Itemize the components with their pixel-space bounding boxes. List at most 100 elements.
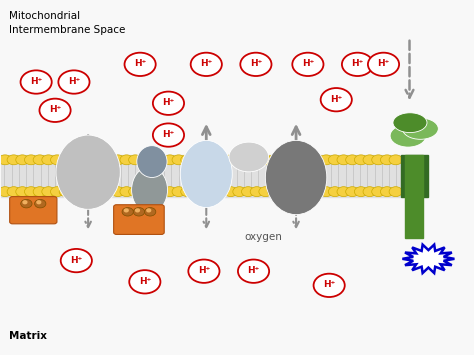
Circle shape bbox=[35, 200, 46, 208]
Text: H⁺: H⁺ bbox=[139, 277, 151, 286]
Bar bbox=[401, 154, 428, 197]
Text: H⁺: H⁺ bbox=[250, 60, 262, 69]
Circle shape bbox=[85, 155, 99, 165]
Circle shape bbox=[136, 209, 139, 212]
Circle shape bbox=[59, 155, 73, 165]
Text: H⁺: H⁺ bbox=[70, 256, 82, 265]
Circle shape bbox=[164, 187, 177, 197]
Circle shape bbox=[337, 155, 350, 165]
Text: H⁺: H⁺ bbox=[198, 266, 210, 275]
Text: Matrix: Matrix bbox=[9, 331, 47, 341]
Circle shape bbox=[293, 155, 307, 165]
Circle shape bbox=[285, 155, 298, 165]
Circle shape bbox=[137, 187, 151, 197]
Circle shape bbox=[124, 209, 128, 212]
Circle shape bbox=[20, 70, 52, 94]
Circle shape bbox=[155, 187, 168, 197]
Circle shape bbox=[129, 270, 160, 294]
Circle shape bbox=[389, 187, 402, 197]
Bar bbox=[0, 154, 400, 197]
Circle shape bbox=[292, 53, 323, 76]
Circle shape bbox=[59, 187, 73, 197]
Circle shape bbox=[346, 155, 359, 165]
Polygon shape bbox=[402, 245, 455, 273]
Text: H⁺: H⁺ bbox=[200, 60, 212, 69]
Circle shape bbox=[320, 88, 352, 111]
Circle shape bbox=[342, 53, 373, 76]
Circle shape bbox=[285, 187, 298, 197]
Text: H⁺: H⁺ bbox=[134, 60, 146, 69]
Circle shape bbox=[21, 200, 32, 208]
Circle shape bbox=[311, 155, 324, 165]
Circle shape bbox=[133, 208, 145, 216]
Bar bbox=[405, 154, 423, 237]
Circle shape bbox=[164, 155, 177, 165]
Circle shape bbox=[198, 155, 211, 165]
Text: H⁺: H⁺ bbox=[351, 60, 364, 69]
Circle shape bbox=[16, 155, 29, 165]
Circle shape bbox=[102, 187, 116, 197]
Circle shape bbox=[302, 187, 316, 197]
Text: H⁺: H⁺ bbox=[302, 60, 314, 69]
Circle shape bbox=[77, 187, 90, 197]
FancyBboxPatch shape bbox=[114, 205, 164, 234]
Circle shape bbox=[172, 187, 185, 197]
Circle shape bbox=[337, 187, 350, 197]
Circle shape bbox=[37, 201, 41, 204]
Circle shape bbox=[181, 187, 194, 197]
Circle shape bbox=[242, 155, 255, 165]
Circle shape bbox=[250, 187, 264, 197]
Circle shape bbox=[0, 187, 12, 197]
Circle shape bbox=[188, 260, 219, 283]
Circle shape bbox=[7, 155, 20, 165]
Circle shape bbox=[363, 187, 376, 197]
Text: H⁺: H⁺ bbox=[330, 95, 342, 104]
Text: H⁺: H⁺ bbox=[49, 105, 61, 114]
Circle shape bbox=[77, 155, 90, 165]
Circle shape bbox=[259, 187, 272, 197]
Text: H⁺: H⁺ bbox=[68, 77, 80, 86]
Circle shape bbox=[153, 124, 184, 147]
Circle shape bbox=[207, 155, 220, 165]
Circle shape bbox=[368, 53, 399, 76]
Ellipse shape bbox=[402, 118, 438, 139]
Circle shape bbox=[68, 187, 81, 197]
Circle shape bbox=[94, 187, 107, 197]
Circle shape bbox=[51, 155, 64, 165]
Text: H⁺: H⁺ bbox=[377, 60, 390, 69]
Text: H⁺: H⁺ bbox=[30, 77, 42, 86]
Circle shape bbox=[190, 155, 203, 165]
Circle shape bbox=[122, 208, 133, 216]
Circle shape bbox=[25, 155, 38, 165]
Circle shape bbox=[181, 155, 194, 165]
Circle shape bbox=[314, 274, 345, 297]
Circle shape bbox=[146, 187, 159, 197]
Circle shape bbox=[153, 92, 184, 115]
Circle shape bbox=[233, 187, 246, 197]
Text: oxygen: oxygen bbox=[244, 232, 282, 242]
Circle shape bbox=[238, 260, 269, 283]
Circle shape bbox=[39, 99, 71, 122]
Circle shape bbox=[125, 53, 156, 76]
Circle shape bbox=[85, 187, 99, 197]
FancyBboxPatch shape bbox=[9, 197, 57, 224]
Text: H⁺: H⁺ bbox=[163, 98, 174, 108]
Circle shape bbox=[68, 155, 81, 165]
Circle shape bbox=[42, 187, 55, 197]
Circle shape bbox=[381, 187, 393, 197]
Circle shape bbox=[190, 187, 203, 197]
Circle shape bbox=[216, 187, 228, 197]
Circle shape bbox=[33, 155, 46, 165]
Circle shape bbox=[111, 155, 125, 165]
Circle shape bbox=[224, 187, 237, 197]
Ellipse shape bbox=[229, 142, 269, 172]
Circle shape bbox=[381, 155, 393, 165]
Circle shape bbox=[302, 155, 316, 165]
Circle shape bbox=[240, 53, 272, 76]
Circle shape bbox=[276, 155, 290, 165]
Circle shape bbox=[319, 155, 333, 165]
Ellipse shape bbox=[180, 140, 232, 208]
Circle shape bbox=[311, 187, 324, 197]
Circle shape bbox=[267, 187, 281, 197]
Circle shape bbox=[172, 155, 185, 165]
